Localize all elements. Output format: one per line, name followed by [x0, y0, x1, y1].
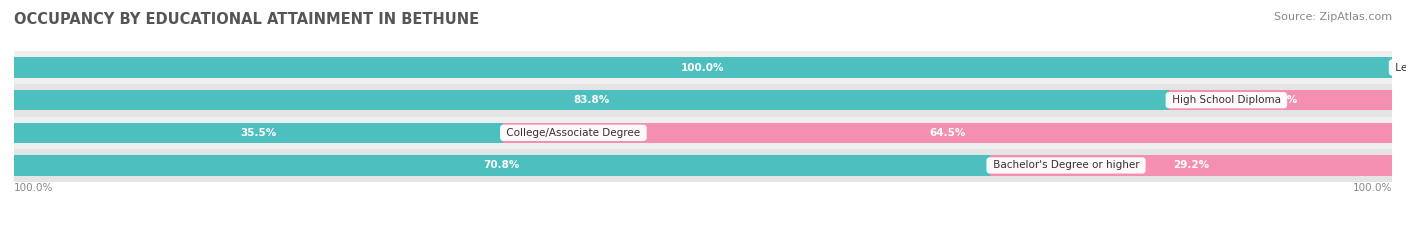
Bar	[14, 149, 1392, 182]
Text: 83.8%: 83.8%	[574, 95, 610, 105]
Bar	[14, 58, 1392, 78]
Bar	[14, 51, 1392, 84]
Text: Less than High School: Less than High School	[1392, 63, 1406, 72]
Bar	[14, 155, 990, 175]
Bar	[14, 116, 1392, 149]
Bar	[14, 123, 503, 143]
Text: 100.0%: 100.0%	[1353, 183, 1392, 193]
Text: 100.0%: 100.0%	[682, 63, 724, 72]
Bar	[1168, 90, 1392, 110]
Bar	[503, 123, 1392, 143]
Text: 100.0%: 100.0%	[14, 183, 53, 193]
Bar	[14, 84, 1392, 116]
Text: 35.5%: 35.5%	[240, 128, 277, 138]
Text: High School Diploma: High School Diploma	[1168, 95, 1284, 105]
Text: College/Associate Degree: College/Associate Degree	[503, 128, 644, 138]
Text: 16.2%: 16.2%	[1263, 95, 1299, 105]
Text: 70.8%: 70.8%	[484, 161, 520, 170]
Text: 64.5%: 64.5%	[929, 128, 966, 138]
Bar	[14, 90, 1168, 110]
Text: OCCUPANCY BY EDUCATIONAL ATTAINMENT IN BETHUNE: OCCUPANCY BY EDUCATIONAL ATTAINMENT IN B…	[14, 12, 479, 27]
Text: 29.2%: 29.2%	[1173, 161, 1209, 170]
Text: Bachelor's Degree or higher: Bachelor's Degree or higher	[990, 161, 1143, 170]
Bar	[990, 155, 1392, 175]
Text: Source: ZipAtlas.com: Source: ZipAtlas.com	[1274, 12, 1392, 22]
